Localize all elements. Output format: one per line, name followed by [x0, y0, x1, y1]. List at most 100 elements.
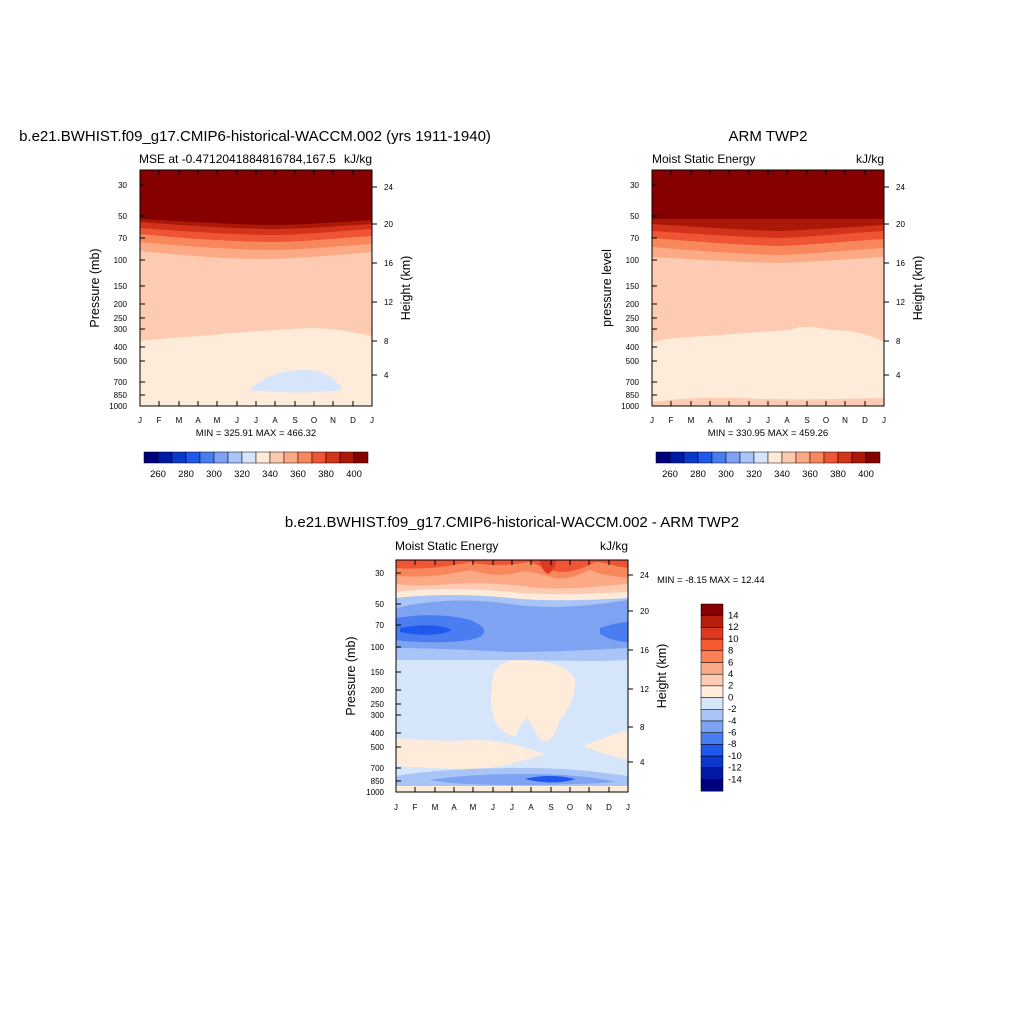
panel-title: b.e21.BWHIST.f09_g17.CMIP6-historical-WA…	[285, 514, 739, 531]
band-10-12-top-peak	[540, 560, 556, 574]
y-tick-label: 100	[371, 643, 385, 652]
colorbar-swatch	[700, 638, 724, 652]
y-tick-pressure: 250	[114, 314, 145, 323]
y-tick-label: 8	[384, 337, 389, 346]
y-tick-label: 200	[626, 300, 640, 309]
y-tick-label: 1000	[109, 402, 127, 411]
colorbar: 14 12 10 8 6 4 2 0 -2 -4 -6 -8 -10 -12 -…	[700, 603, 742, 792]
y-tick-label: 16	[384, 259, 393, 268]
x-tick: J	[254, 170, 258, 425]
y-tick-height: 4	[884, 371, 901, 380]
x-tick: J	[626, 560, 630, 812]
y-tick-label: 100	[114, 256, 128, 265]
y-tick-pressure: 850	[371, 777, 401, 786]
min-max-label: MIN = -8.15 MAX = 12.44	[657, 575, 765, 586]
y-axis-right-label: Height (km)	[911, 256, 925, 321]
colorbar-swatch	[700, 650, 724, 663]
right-subtitle: kJ/kg	[600, 539, 628, 553]
colorbar-label: 300	[206, 469, 222, 480]
min-max-label: MIN = 330.95 MAX = 459.26	[708, 428, 828, 439]
y-tick-pressure: 70	[375, 621, 401, 630]
y-tick-label: 4	[896, 371, 901, 380]
x-tick-label: J	[254, 416, 258, 425]
x-tick: D	[350, 170, 356, 425]
y-tick-label: 50	[118, 212, 127, 221]
y-axis-label: Pressure (mb)	[344, 636, 358, 715]
x-tick-label: D	[862, 416, 868, 425]
colorbar-swatch	[711, 451, 727, 464]
x-tick-label: N	[586, 803, 592, 812]
x-tick: J	[394, 560, 398, 812]
colorbar-label: 320	[746, 469, 762, 480]
colorbar-label: 340	[262, 469, 278, 480]
colorbar-label: 340	[774, 469, 790, 480]
y-tick-label: 1000	[621, 402, 639, 411]
y-tick-height: 20	[372, 220, 393, 229]
plot-area	[651, 169, 885, 407]
x-tick-label: A	[451, 803, 457, 812]
colorbar-label: -14	[728, 774, 742, 785]
x-tick-label: J	[510, 803, 514, 812]
x-tick: J	[650, 170, 654, 425]
x-tick: J	[370, 170, 374, 425]
y-tick-pressure: 30	[375, 569, 401, 578]
x-tick-label: J	[650, 416, 654, 425]
x-tick: M	[470, 560, 477, 812]
panel-obs: ARM TWP2 Moist Static Energy kJ/kg 30 50…	[600, 128, 925, 480]
y-tick-pressure: 500	[371, 743, 401, 752]
x-tick-label: J	[138, 416, 142, 425]
x-tick: S	[548, 560, 554, 812]
right-subtitle: kJ/kg	[856, 152, 884, 166]
x-tick-label: O	[823, 416, 829, 425]
y-tick-height: 24	[628, 571, 649, 580]
colorbar-swatch	[865, 451, 881, 464]
y-axis-height: 24 20 16 12 8 4 Height (km)	[884, 183, 925, 380]
x-axis: J F M A M J J A S O N D J	[650, 170, 886, 425]
y-axis-pressure: 30 50 70 100 150 200 250 300 400 500 700…	[88, 181, 145, 411]
y-tick-pressure: 400	[114, 343, 145, 352]
colorbar-label: 380	[830, 469, 846, 480]
colorbar-swatch	[700, 615, 724, 628]
left-subtitle: MSE at -0.4712041884816784,167.5	[139, 152, 336, 166]
y-tick-label: 200	[371, 686, 385, 695]
colorbar-swatch	[725, 451, 741, 464]
y-axis-right-label: Height (km)	[399, 256, 413, 321]
x-tick-label: M	[688, 416, 695, 425]
y-tick-label: 700	[626, 378, 640, 387]
x-tick: M	[726, 170, 733, 425]
colorbar-swatch	[697, 451, 713, 464]
x-tick-label: O	[311, 416, 317, 425]
y-tick-pressure: 70	[118, 234, 145, 243]
y-tick-pressure: 150	[371, 668, 401, 677]
y-tick-label: 850	[371, 777, 385, 786]
colorbar-swatch	[795, 451, 811, 464]
x-tick-label: M	[176, 416, 183, 425]
y-tick-label: 30	[630, 181, 639, 190]
colorbar-label: 6	[728, 657, 733, 668]
y-tick-label: 24	[640, 571, 649, 580]
x-tick: J	[235, 170, 239, 425]
colorbar-swatch	[297, 451, 313, 464]
y-tick-label: 50	[375, 600, 384, 609]
colorbar-label: 4	[728, 669, 733, 680]
x-tick: F	[157, 170, 162, 425]
y-tick-pressure: 700	[114, 378, 145, 387]
y-tick-pressure: 850	[626, 391, 657, 400]
colorbar-label: 0	[728, 692, 733, 703]
colorbar-swatch	[185, 451, 201, 464]
colorbar-swatch	[157, 451, 173, 464]
band-minus8-low-core	[525, 776, 575, 783]
x-tick-label: J	[394, 803, 398, 812]
y-tick-height: 8	[884, 337, 901, 346]
colorbar-label: 280	[690, 469, 706, 480]
y-tick-pressure: 700	[626, 378, 657, 387]
x-tick-label: F	[669, 416, 674, 425]
x-tick: J	[510, 560, 514, 812]
y-tick-label: 250	[626, 314, 640, 323]
colorbar-label: 12	[728, 622, 739, 633]
x-tick-label: M	[432, 803, 439, 812]
y-tick-height: 4	[372, 371, 389, 380]
colorbar-swatch	[339, 451, 355, 464]
y-tick-label: 500	[114, 357, 128, 366]
